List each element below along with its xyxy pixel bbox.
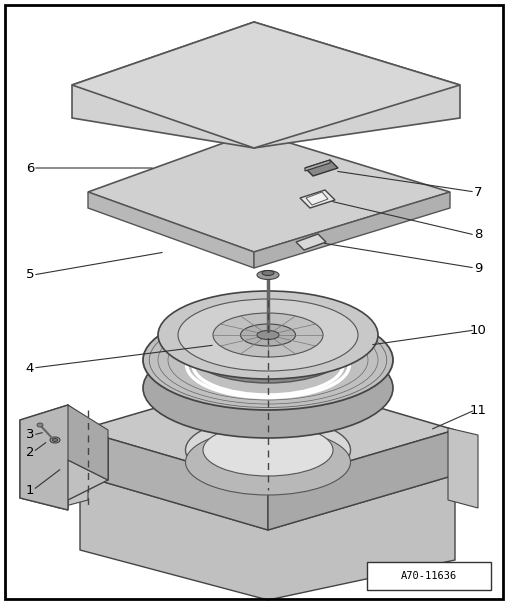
Ellipse shape bbox=[243, 328, 293, 348]
Ellipse shape bbox=[185, 429, 351, 495]
Polygon shape bbox=[296, 234, 326, 250]
Polygon shape bbox=[254, 192, 450, 268]
Ellipse shape bbox=[213, 313, 323, 357]
Ellipse shape bbox=[143, 310, 393, 410]
Polygon shape bbox=[80, 475, 455, 600]
Polygon shape bbox=[80, 375, 455, 485]
Text: 4: 4 bbox=[26, 362, 34, 374]
Polygon shape bbox=[88, 132, 450, 252]
Ellipse shape bbox=[258, 332, 278, 340]
Ellipse shape bbox=[203, 424, 333, 476]
Polygon shape bbox=[300, 190, 335, 208]
Text: 1: 1 bbox=[26, 483, 34, 496]
Polygon shape bbox=[20, 405, 108, 510]
Polygon shape bbox=[68, 405, 108, 480]
Text: 8: 8 bbox=[474, 228, 482, 242]
Polygon shape bbox=[80, 430, 108, 480]
Polygon shape bbox=[80, 430, 268, 530]
Ellipse shape bbox=[143, 338, 393, 438]
Polygon shape bbox=[448, 428, 478, 508]
Text: 5: 5 bbox=[26, 269, 34, 281]
Ellipse shape bbox=[37, 423, 43, 427]
Ellipse shape bbox=[240, 324, 296, 346]
Polygon shape bbox=[306, 192, 328, 205]
Ellipse shape bbox=[203, 319, 333, 371]
Text: 7: 7 bbox=[474, 185, 482, 199]
Polygon shape bbox=[72, 22, 460, 148]
Ellipse shape bbox=[178, 299, 358, 371]
Text: 9: 9 bbox=[474, 262, 482, 274]
Polygon shape bbox=[88, 192, 254, 268]
FancyBboxPatch shape bbox=[367, 562, 491, 590]
Polygon shape bbox=[20, 405, 108, 510]
Ellipse shape bbox=[50, 437, 60, 443]
Text: 10: 10 bbox=[469, 324, 487, 336]
Polygon shape bbox=[305, 160, 330, 171]
Ellipse shape bbox=[262, 271, 274, 275]
Ellipse shape bbox=[190, 321, 345, 383]
Polygon shape bbox=[305, 160, 338, 176]
Ellipse shape bbox=[52, 439, 57, 442]
Text: 11: 11 bbox=[469, 403, 487, 417]
Text: A70-11636: A70-11636 bbox=[401, 571, 457, 581]
Text: 3: 3 bbox=[26, 428, 34, 442]
Polygon shape bbox=[58, 428, 88, 508]
Text: 6: 6 bbox=[26, 161, 34, 175]
Polygon shape bbox=[268, 430, 455, 530]
Polygon shape bbox=[72, 22, 460, 148]
Ellipse shape bbox=[257, 330, 279, 339]
Ellipse shape bbox=[158, 291, 378, 379]
Text: 2: 2 bbox=[26, 446, 34, 458]
Ellipse shape bbox=[257, 271, 279, 280]
Ellipse shape bbox=[185, 417, 351, 483]
Ellipse shape bbox=[223, 322, 313, 358]
